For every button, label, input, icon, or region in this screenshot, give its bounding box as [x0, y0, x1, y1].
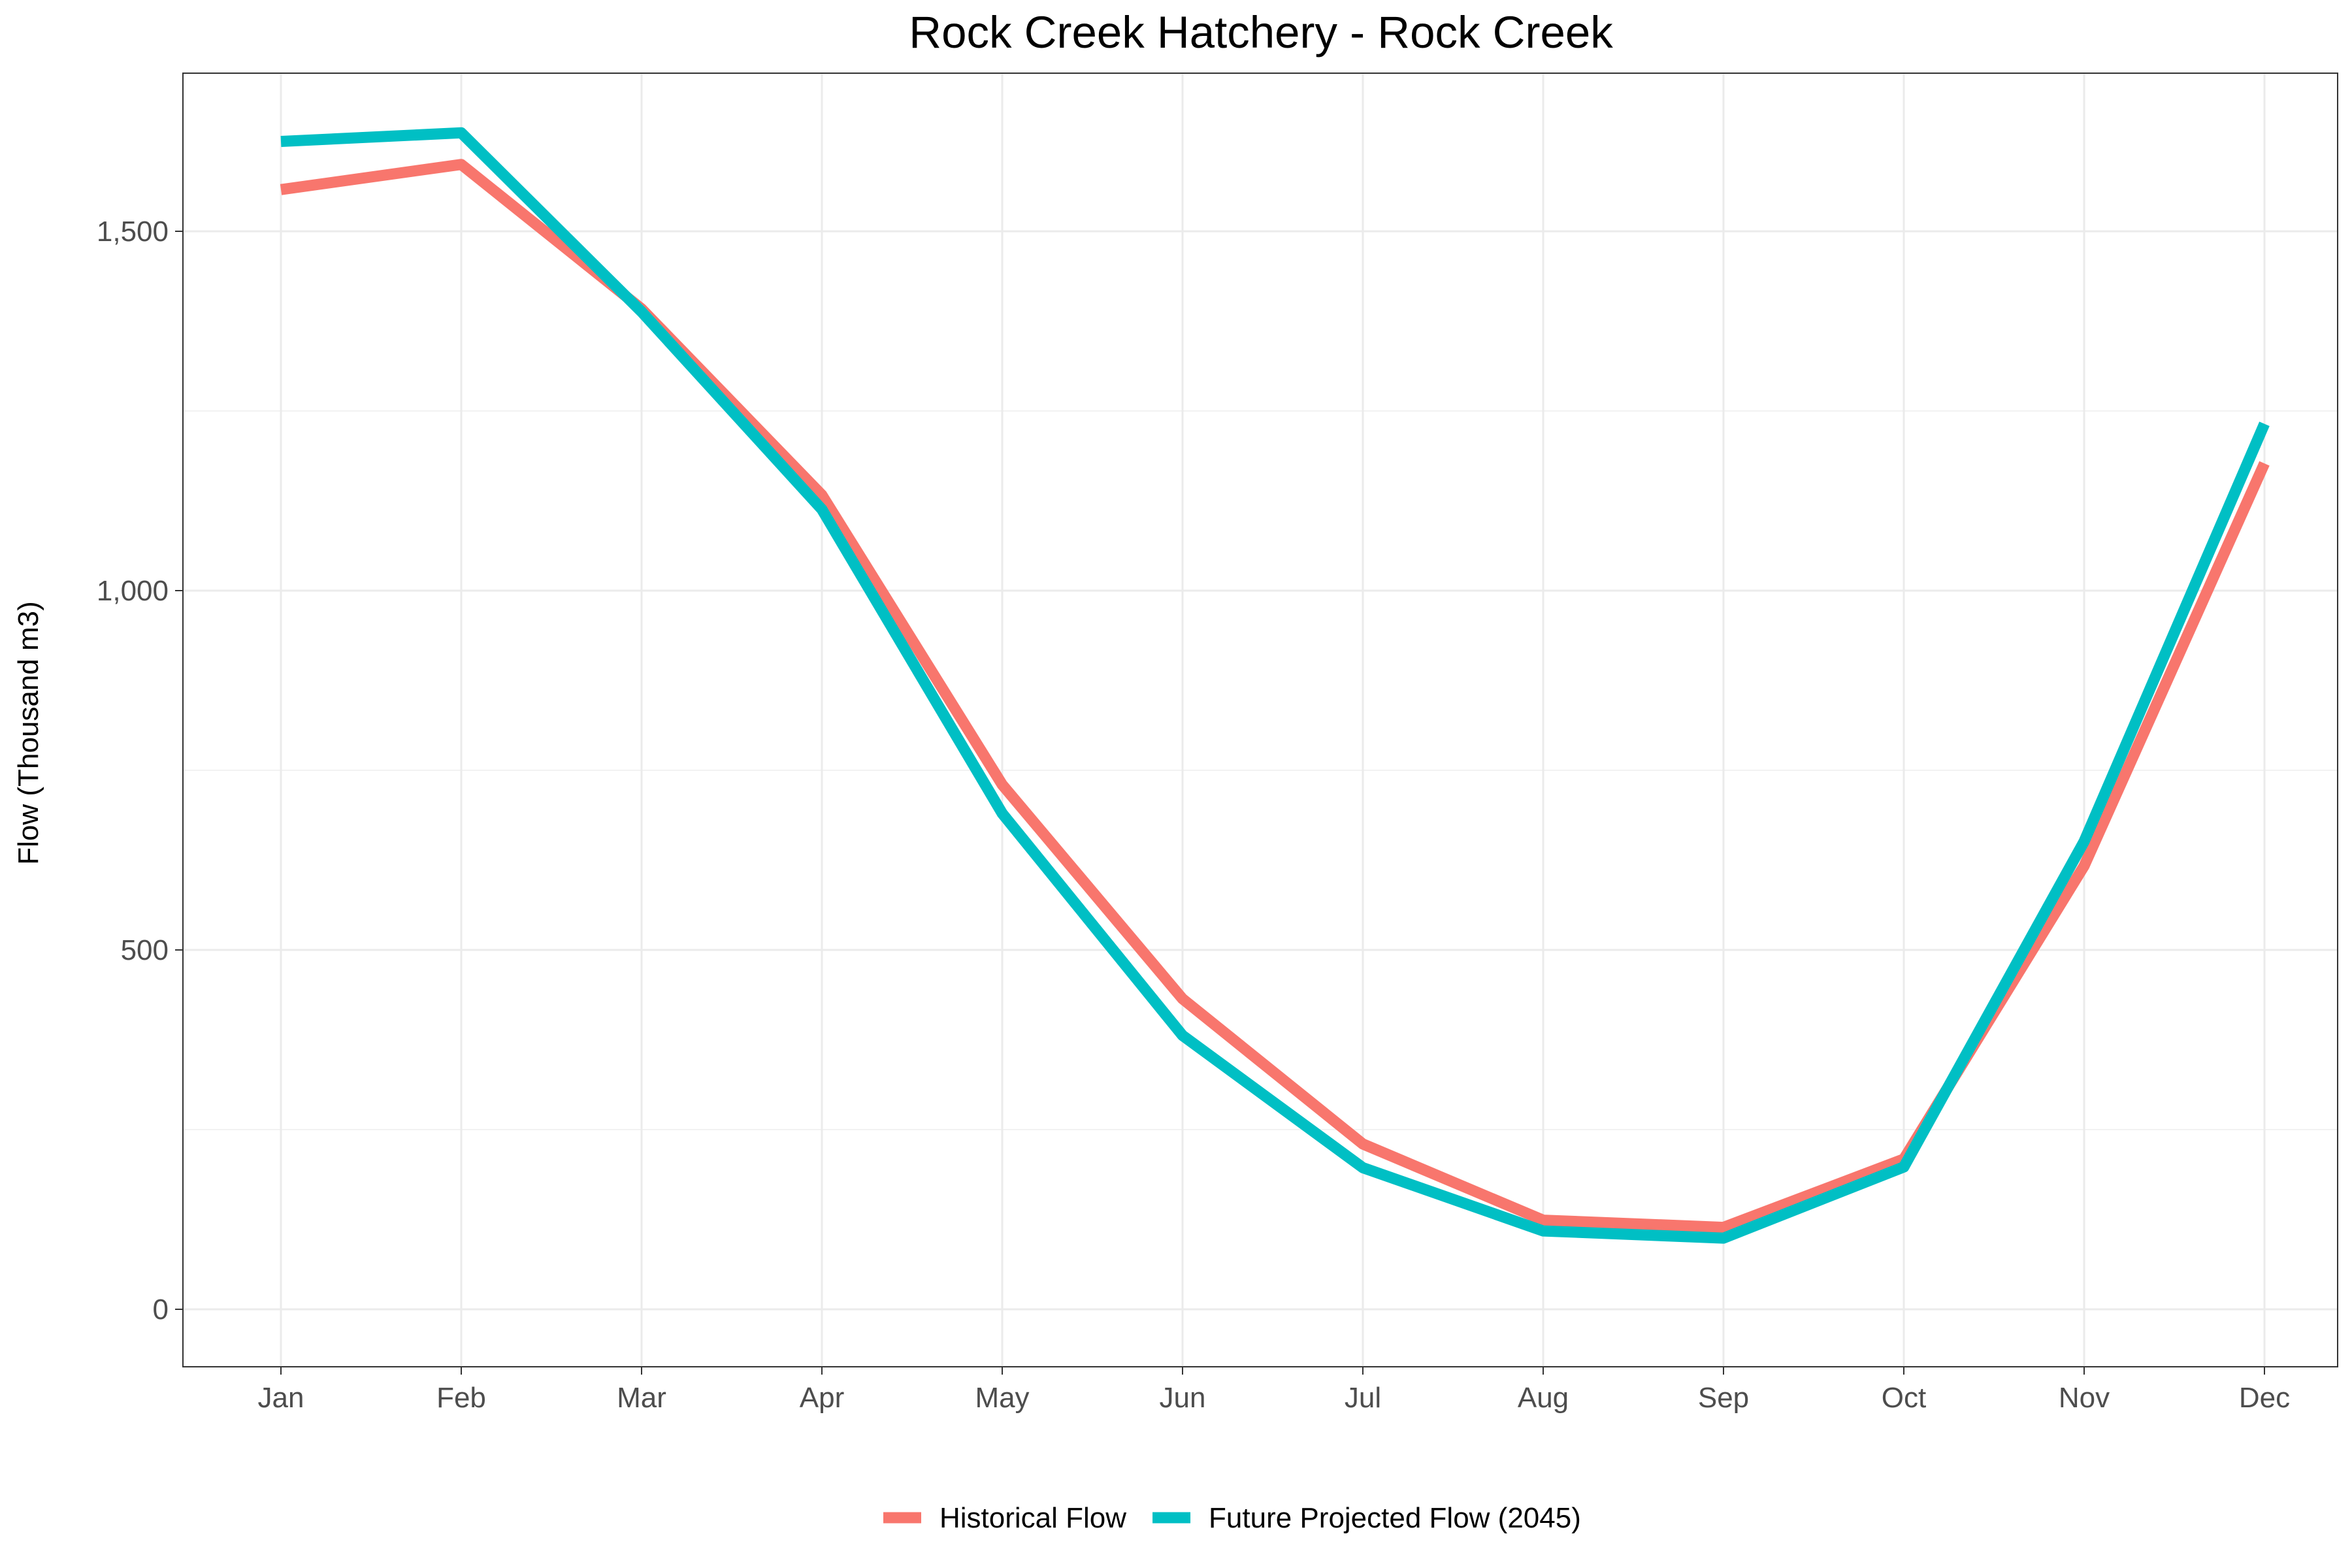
x-tick-label: Aug	[1518, 1382, 1569, 1414]
y-tick-label: 500	[121, 934, 169, 966]
y-axis: 0 500 1,000 1,500	[97, 216, 183, 1326]
y-tick-label: 1,000	[97, 575, 169, 607]
x-tick-label: Jul	[1345, 1382, 1381, 1414]
x-tick-label: Jan	[258, 1382, 304, 1414]
x-tick-label: Oct	[1882, 1382, 1926, 1414]
x-tick-label: Sep	[1698, 1382, 1749, 1414]
x-tick-label: Dec	[2239, 1382, 2290, 1414]
y-tick-label: 0	[153, 1294, 169, 1326]
y-axis-title: Flow (Thousand m3)	[12, 601, 44, 864]
grid-lines	[183, 73, 2338, 1367]
chart-title: Rock Creek Hatchery - Rock Creek	[909, 7, 1613, 57]
legend-label-historical: Historical Flow	[939, 1502, 1126, 1534]
series-line-future	[280, 127, 2270, 1244]
x-axis: Jan Feb Mar Apr May Jun Jul Aug Sep Oct Nov Dec	[258, 1367, 2290, 1414]
y-tick-label: 1,500	[97, 216, 169, 248]
legend-label-future: Future Projected Flow (2045)	[1209, 1502, 1581, 1534]
data-series	[280, 127, 2270, 1244]
x-tick-label: Apr	[800, 1382, 844, 1414]
x-tick-label: Nov	[2059, 1382, 2110, 1414]
x-tick-label: May	[975, 1382, 1029, 1414]
plot-border	[182, 73, 2338, 1367]
x-tick-label: Mar	[617, 1382, 666, 1414]
x-tick-label: Jun	[1160, 1382, 1206, 1414]
x-tick-label: Feb	[436, 1382, 486, 1414]
legend: Historical Flow Future Projected Flow (20…	[883, 1502, 1581, 1534]
